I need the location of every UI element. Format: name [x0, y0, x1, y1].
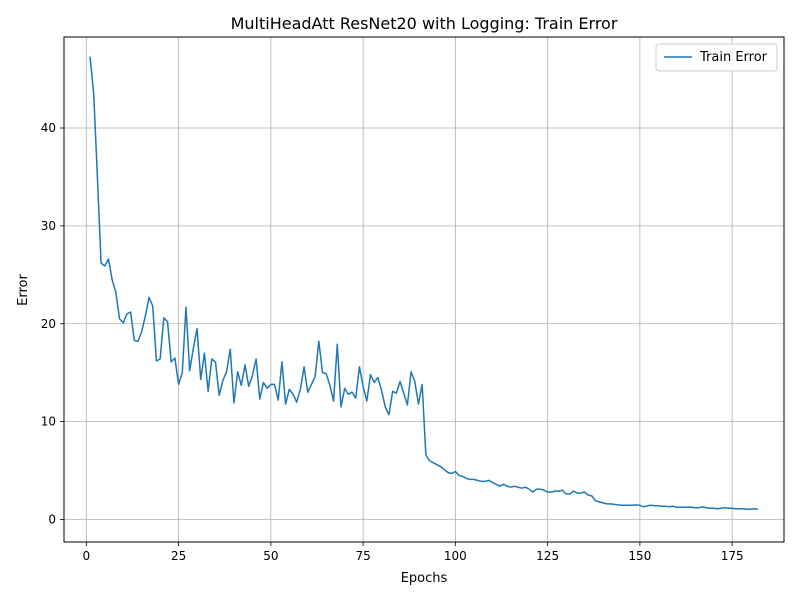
y-tick-label: 40 [41, 121, 56, 135]
legend-box [655, 43, 778, 72]
chart-title: MultiHeadAtt ResNet20 with Logging: Trai… [231, 14, 618, 33]
x-axis: 0 25 50 75 100 125 150 175 [83, 542, 744, 563]
y-tick-label: 20 [41, 317, 56, 331]
x-tick-label: 25 [171, 549, 186, 563]
x-tick-label: 50 [263, 549, 278, 563]
x-tick-label: 100 [444, 549, 467, 563]
series-line-train-error [89, 56, 759, 510]
plot-frame [63, 36, 785, 543]
x-axis-label: Epochs [401, 571, 448, 586]
x-tick-label: 150 [628, 549, 651, 563]
plot-area [89, 56, 759, 510]
y-axis: 0 10 20 30 40 [41, 121, 64, 526]
x-tick-label: 175 [721, 549, 744, 563]
legend-label: Train Error [699, 50, 768, 65]
legend: Train Error [655, 43, 778, 72]
y-axis-label: Error [16, 274, 31, 306]
grid [64, 37, 784, 542]
x-tick-label: 0 [83, 549, 91, 563]
y-tick-label: 30 [41, 219, 56, 233]
x-tick-label: 125 [536, 549, 559, 563]
y-tick-label: 0 [48, 512, 56, 526]
y-tick-label: 10 [41, 415, 56, 429]
x-tick-label: 75 [355, 549, 370, 563]
